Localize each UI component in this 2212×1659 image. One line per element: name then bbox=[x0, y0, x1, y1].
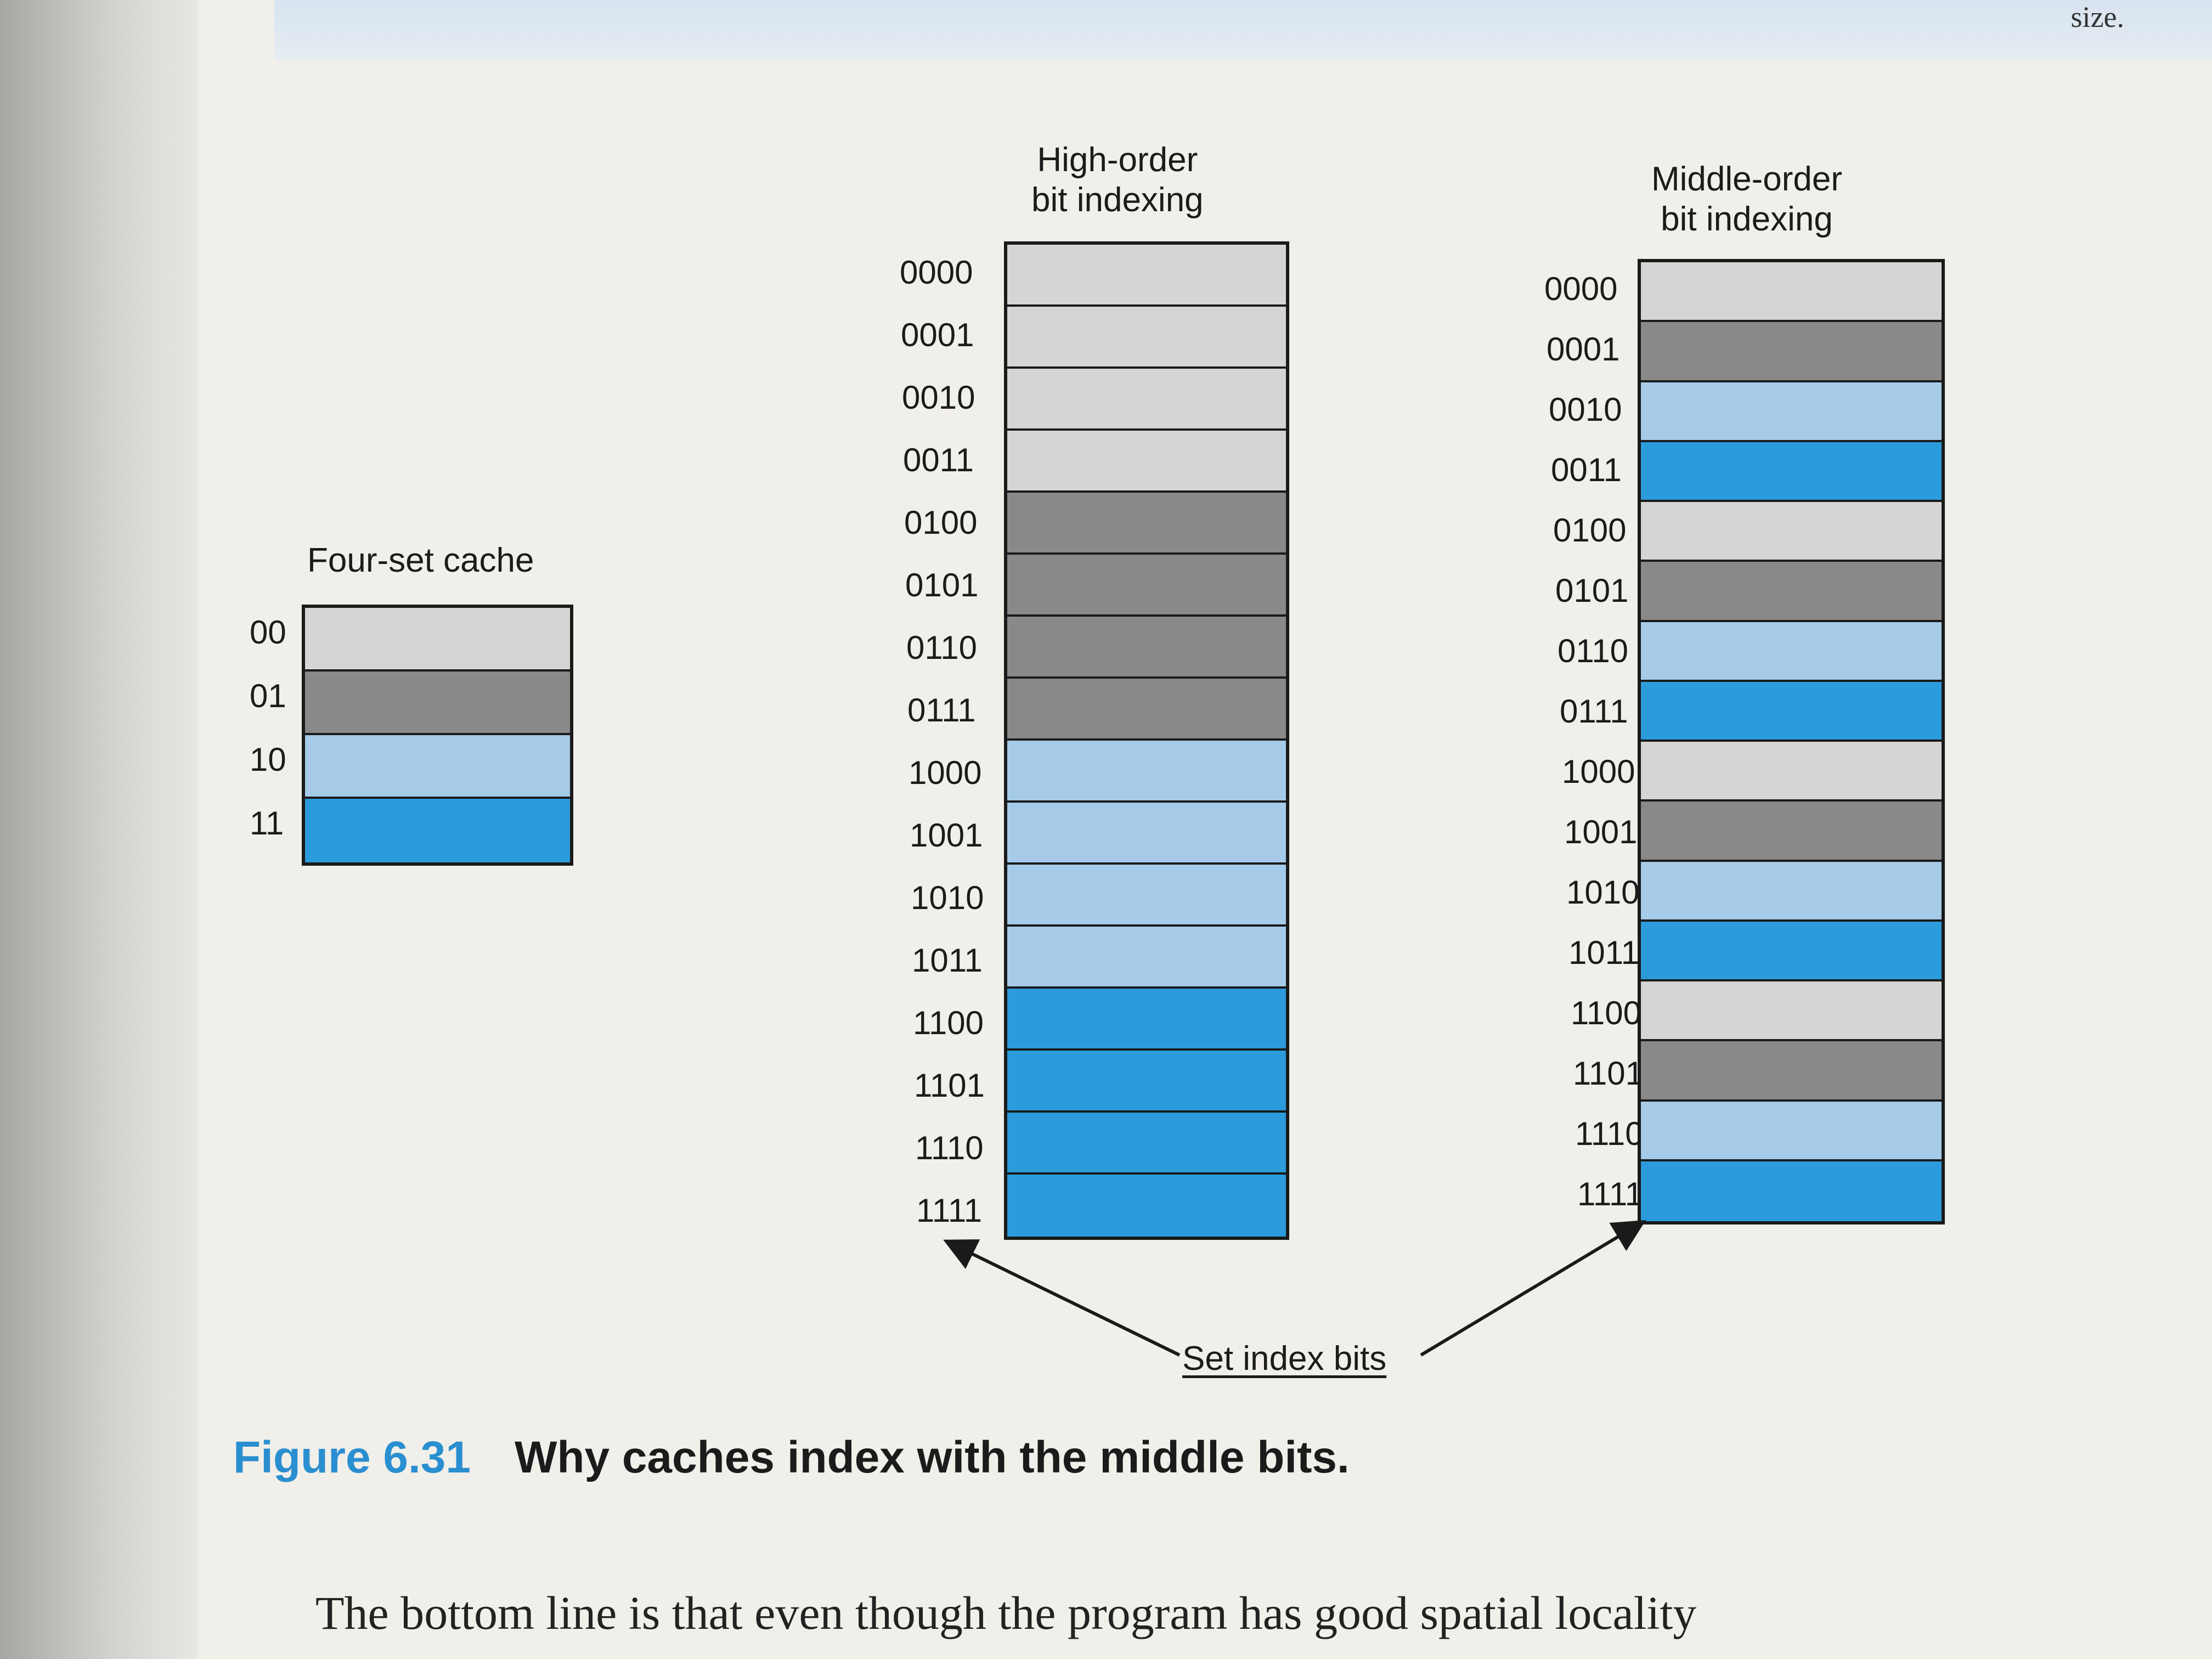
set-index-bits-label: Set index bits bbox=[1182, 1340, 1387, 1378]
memory-block-0110 bbox=[1007, 617, 1286, 679]
memory-block-1010 bbox=[1641, 861, 1942, 922]
middle-order-memory-blocks bbox=[1638, 259, 1945, 1224]
page-gutter bbox=[0, 0, 198, 1659]
memory-block-1001 bbox=[1641, 802, 1942, 862]
arrow-to-middle-order bbox=[1420, 1220, 1646, 1357]
cache-set-label: 11 bbox=[250, 805, 284, 842]
memory-block-1010 bbox=[1007, 865, 1286, 927]
address-label-0000: 0000 bbox=[1544, 270, 1618, 307]
address-label-0100: 0100 bbox=[1553, 512, 1627, 549]
memory-block-0101 bbox=[1007, 555, 1286, 617]
address-label-1010: 1010 bbox=[1566, 874, 1640, 911]
address-label-0011: 0011 bbox=[1551, 452, 1622, 488]
address-label-0111: 0111 bbox=[1560, 693, 1628, 730]
address-label-0000: 0000 bbox=[900, 254, 973, 291]
memory-block-0110 bbox=[1641, 622, 1942, 682]
figure-title: Why caches index with the middle bits. bbox=[514, 1432, 1350, 1482]
address-label-1001: 1001 bbox=[1564, 814, 1638, 850]
memory-block-1101 bbox=[1641, 1041, 1942, 1102]
middle-order-title: Middle-order bit indexing bbox=[1651, 160, 1843, 239]
memory-block-1110 bbox=[1007, 1113, 1286, 1175]
memory-block-0100 bbox=[1641, 502, 1942, 562]
address-label-0101: 0101 bbox=[1555, 572, 1629, 609]
four-set-cache-title: Four-set cache bbox=[307, 541, 534, 579]
address-label-0001: 0001 bbox=[901, 317, 974, 353]
figure-caption: Figure 6.31 Why caches index with the mid… bbox=[233, 1432, 1350, 1483]
address-label-0100: 0100 bbox=[904, 504, 978, 541]
address-label-1110: 1110 bbox=[915, 1130, 984, 1166]
address-label-0110: 0110 bbox=[906, 629, 978, 666]
address-label-1100: 1100 bbox=[913, 1005, 984, 1041]
high-order-title: High-order bit indexing bbox=[1031, 141, 1204, 219]
cache-set-label: 10 bbox=[250, 741, 286, 778]
memory-block-1100 bbox=[1641, 981, 1942, 1042]
memory-block-1011 bbox=[1007, 927, 1286, 989]
memory-block-1001 bbox=[1007, 803, 1286, 865]
cache-set-00 bbox=[305, 608, 570, 672]
address-label-1001: 1001 bbox=[910, 817, 983, 854]
memory-block-0001 bbox=[1641, 322, 1942, 382]
memory-block-1000 bbox=[1007, 741, 1286, 803]
address-label-0110: 0110 bbox=[1558, 633, 1629, 669]
memory-block-1111 bbox=[1007, 1175, 1286, 1237]
memory-block-1000 bbox=[1641, 742, 1942, 802]
address-label-0101: 0101 bbox=[905, 567, 979, 603]
memory-block-0100 bbox=[1007, 493, 1286, 555]
address-label-1000: 1000 bbox=[909, 754, 982, 791]
memory-block-0000 bbox=[1641, 262, 1942, 323]
memory-block-1100 bbox=[1007, 989, 1286, 1051]
address-label-0111: 0111 bbox=[907, 692, 976, 729]
memory-block-1101 bbox=[1007, 1051, 1286, 1113]
cache-set-01 bbox=[305, 672, 570, 735]
cache-set-11 bbox=[305, 799, 570, 862]
top-text-fragment: size. bbox=[2070, 1, 2124, 33]
memory-block-0000 bbox=[1007, 245, 1286, 307]
memory-block-1111 bbox=[1641, 1161, 1942, 1221]
memory-block-1110 bbox=[1641, 1101, 1942, 1161]
high-order-memory-blocks bbox=[1004, 241, 1289, 1240]
memory-block-1011 bbox=[1641, 921, 1942, 981]
memory-block-0111 bbox=[1641, 681, 1942, 742]
memory-block-0111 bbox=[1007, 679, 1286, 741]
cache-set-label: 01 bbox=[250, 678, 286, 714]
memory-block-0011 bbox=[1007, 431, 1286, 493]
address-label-0011: 0011 bbox=[903, 442, 974, 478]
address-label-1010: 1010 bbox=[911, 879, 984, 916]
top-band bbox=[274, 0, 2212, 60]
cache-set-label: 00 bbox=[250, 614, 286, 651]
address-label-1011: 1011 bbox=[912, 942, 983, 979]
figure-number: Figure 6.31 bbox=[233, 1432, 471, 1482]
body-text-line: The bottom line is that even though the … bbox=[315, 1587, 1697, 1639]
memory-block-0010 bbox=[1641, 382, 1942, 442]
address-label-1101: 1101 bbox=[914, 1067, 985, 1104]
memory-block-0101 bbox=[1641, 562, 1942, 622]
cache-set-10 bbox=[305, 735, 570, 799]
address-label-1000: 1000 bbox=[1562, 753, 1635, 790]
address-label-0010: 0010 bbox=[1549, 391, 1622, 428]
address-label-1011: 1011 bbox=[1568, 934, 1640, 971]
memory-block-0010 bbox=[1007, 369, 1286, 431]
four-set-cache bbox=[302, 605, 573, 866]
address-label-1111: 1111 bbox=[916, 1192, 983, 1229]
address-label-1110: 1110 bbox=[1575, 1115, 1644, 1152]
address-label-0001: 0001 bbox=[1547, 331, 1620, 368]
address-label-0010: 0010 bbox=[902, 379, 975, 416]
arrow-to-high-order bbox=[943, 1239, 1181, 1357]
memory-block-0001 bbox=[1007, 307, 1286, 369]
memory-block-0011 bbox=[1641, 442, 1942, 502]
